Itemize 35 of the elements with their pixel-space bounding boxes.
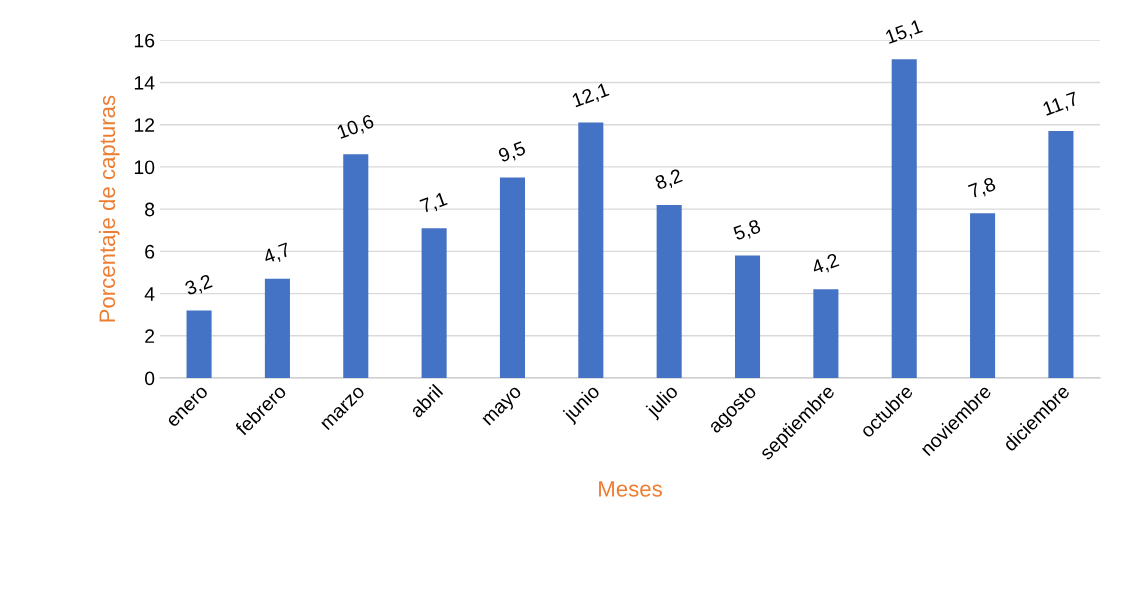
y-tick-label: 4 xyxy=(144,287,155,301)
bar xyxy=(421,228,447,379)
data-label: 4,2 xyxy=(810,252,841,277)
bar xyxy=(264,278,290,379)
y-axis-title: Porcentaje de capturas xyxy=(98,95,120,322)
bar xyxy=(891,59,917,379)
bar xyxy=(186,310,212,379)
data-label: 10,6 xyxy=(336,113,376,142)
y-tick-label: 6 xyxy=(145,244,155,259)
data-label: 8,2 xyxy=(654,168,684,193)
data-label: 5,8 xyxy=(732,218,762,243)
data-label: 3,2 xyxy=(184,273,214,298)
bar xyxy=(578,122,604,379)
data-label: 11,7 xyxy=(1042,91,1080,118)
bar xyxy=(343,154,369,379)
bar xyxy=(1048,131,1074,379)
data-label: 15,1 xyxy=(884,19,924,47)
data-label: 12,1 xyxy=(571,82,611,110)
bar xyxy=(734,255,761,379)
bar xyxy=(970,213,996,379)
y-tick-label: 8 xyxy=(145,202,155,217)
data-label: 7,1 xyxy=(419,191,449,216)
x-axis-title: Meses xyxy=(599,481,662,497)
y-tick-label: 16 xyxy=(134,33,155,48)
y-tick-label: 14 xyxy=(134,76,155,90)
data-label: 4,7 xyxy=(262,242,292,267)
data-label: 7,8 xyxy=(967,176,998,201)
data-label: 9,5 xyxy=(497,140,527,165)
bar xyxy=(656,204,682,379)
y-tick-label: 2 xyxy=(145,329,155,343)
y-tick-label: 0 xyxy=(144,371,155,386)
y-tick-label: 10 xyxy=(134,160,155,175)
bar xyxy=(813,289,839,379)
bar xyxy=(499,177,526,379)
y-tick-label: 12 xyxy=(134,118,155,132)
